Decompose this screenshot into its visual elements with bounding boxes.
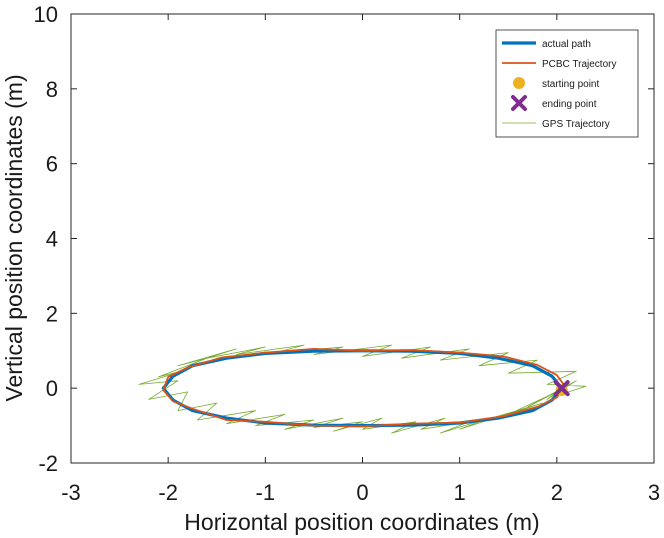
legend-label-ending-point: ending point: [542, 99, 597, 110]
series-layer: [138, 344, 587, 434]
legend-swatch-starting-point: [513, 77, 525, 89]
y-tick-label: 2: [46, 301, 58, 326]
y-tick-label: 10: [34, 2, 58, 27]
y-axis-title: Vertical position coordinates (m): [1, 74, 27, 401]
x-tick-label: -3: [61, 480, 81, 505]
legend-label-pcbc-trajectory: PCBC Trajectory: [542, 59, 616, 70]
legend-label-actual-path: actual path: [542, 39, 591, 50]
x-tick-label: 2: [551, 480, 563, 505]
legend: actual path PCBC Trajectory starting point…: [495, 29, 639, 138]
y-tick-label: 4: [46, 227, 58, 252]
x-tick-label: -1: [256, 480, 276, 505]
y-tick-label: 6: [46, 152, 58, 177]
marker-ending-point: [553, 380, 570, 397]
legend-swatch-ending-point: [511, 95, 527, 111]
legend-label-gps-trajectory: GPS Trajectory: [542, 119, 610, 130]
x-tick-label: 0: [356, 480, 368, 505]
series-pcbc-trajectory: [162, 347, 568, 428]
x-axis-title: Horizontal position coordinates (m): [184, 509, 539, 535]
y-tick-label: -2: [38, 451, 58, 476]
x-tick-label: 1: [454, 480, 466, 505]
y-tick-label: 0: [46, 376, 58, 401]
x-tick-label: 3: [648, 480, 660, 505]
y-tick-label: 8: [46, 77, 58, 102]
legend-label-starting-point: starting point: [542, 79, 599, 90]
x-tick-label: -2: [158, 480, 178, 505]
